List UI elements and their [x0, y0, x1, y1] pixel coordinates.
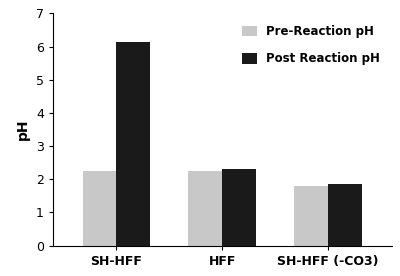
Bar: [294, 186, 328, 246]
Bar: [188, 171, 222, 246]
Bar: [116, 42, 150, 246]
Y-axis label: pH: pH: [16, 119, 30, 140]
Bar: [222, 169, 256, 246]
Bar: [328, 184, 362, 246]
Legend: Pre-Reaction pH, Post Reaction pH: Pre-Reaction pH, Post Reaction pH: [236, 19, 386, 71]
Bar: [82, 171, 116, 246]
